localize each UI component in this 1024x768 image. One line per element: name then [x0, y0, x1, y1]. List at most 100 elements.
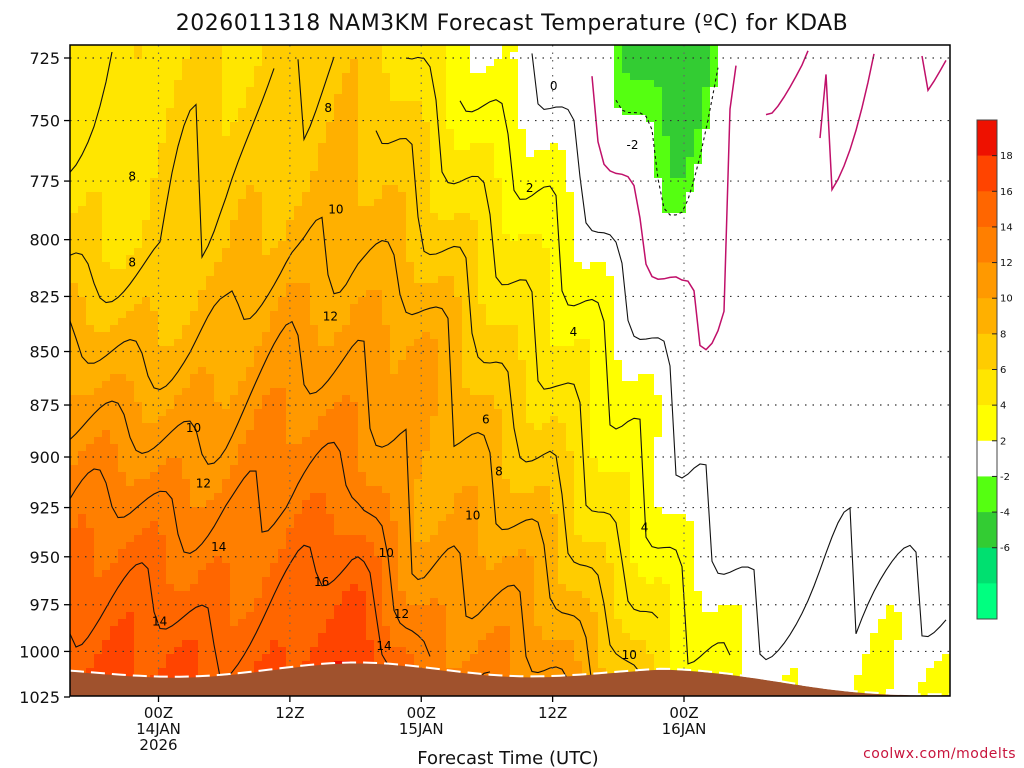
temp-cell [238, 171, 247, 179]
temp-cell [110, 577, 119, 585]
temp-cell [134, 472, 143, 480]
temp-cell [278, 549, 287, 557]
temp-cell [174, 388, 183, 396]
temp-cell [158, 514, 167, 522]
temp-cell [342, 66, 351, 74]
temp-cell [366, 199, 375, 207]
temp-cell [166, 199, 175, 207]
temp-cell [462, 290, 471, 298]
temp-cell [374, 640, 383, 648]
temp-cell [262, 290, 271, 298]
temp-cell [382, 241, 391, 249]
temp-cell [254, 164, 263, 172]
temp-cell [206, 437, 215, 445]
temp-cell [110, 297, 119, 305]
temp-cell [398, 437, 407, 445]
temp-cell [310, 416, 319, 424]
temp-cell [142, 150, 151, 158]
temp-cell [134, 542, 143, 550]
temp-cell [430, 318, 439, 326]
temp-cell [326, 297, 335, 305]
temp-cell [342, 59, 351, 67]
temp-cell [438, 346, 447, 354]
temp-cell [206, 290, 215, 298]
temp-cell [310, 87, 319, 95]
temp-cell [118, 430, 127, 438]
temp-cell [494, 59, 503, 67]
temp-cell [166, 381, 175, 389]
temp-cell [326, 577, 335, 585]
temp-cell [430, 192, 439, 200]
temp-cell [374, 59, 383, 67]
temp-cell [374, 122, 383, 130]
temp-cell [430, 108, 439, 116]
temp-cell [470, 661, 479, 669]
temp-cell [286, 367, 295, 375]
temp-cell [374, 388, 383, 396]
temp-cell [134, 115, 143, 123]
temp-cell [278, 213, 287, 221]
temp-cell [438, 59, 447, 67]
temp-cell [406, 101, 415, 109]
temp-cell [110, 52, 119, 60]
temp-cell [318, 409, 327, 417]
temp-cell [470, 472, 479, 480]
temp-cell [398, 199, 407, 207]
temp-cell [158, 633, 167, 641]
temp-cell [438, 437, 447, 445]
temp-cell [342, 171, 351, 179]
temp-cell [358, 514, 367, 522]
temp-cell [406, 409, 415, 417]
temp-cell [110, 402, 119, 410]
temp-cell [222, 108, 231, 116]
temp-cell [446, 409, 455, 417]
temp-cell [214, 381, 223, 389]
temp-cell [286, 451, 295, 459]
temp-cell [254, 437, 263, 445]
temp-cell [246, 66, 255, 74]
temp-cell [310, 493, 319, 501]
temp-cell [350, 605, 359, 613]
temp-cell [94, 535, 103, 543]
temp-cell [182, 136, 191, 144]
temp-cell [262, 297, 271, 305]
temp-cell [470, 633, 479, 641]
temp-cell [94, 528, 103, 536]
temp-cell [174, 220, 183, 228]
temp-cell [94, 647, 103, 655]
temp-cell [278, 143, 287, 151]
temp-cell [198, 87, 207, 95]
temp-cell [398, 598, 407, 606]
temp-cell [470, 437, 479, 445]
temp-cell [326, 164, 335, 172]
temp-cell [470, 325, 479, 333]
temp-cell [294, 633, 303, 641]
temp-cell [422, 171, 431, 179]
temp-cell [86, 507, 95, 515]
temp-cell [302, 290, 311, 298]
temp-cell [270, 227, 279, 235]
temp-cell [310, 304, 319, 312]
temp-cell [222, 409, 231, 417]
temp-cell [190, 213, 199, 221]
temp-cell [486, 549, 495, 557]
temp-cell [222, 59, 231, 67]
temp-cell [70, 451, 79, 459]
temp-cell [486, 409, 495, 417]
temp-cell [166, 479, 175, 487]
temp-cell [446, 269, 455, 277]
temp-cell [286, 430, 295, 438]
temp-cell [102, 318, 111, 326]
temp-cell [102, 150, 111, 158]
temp-cell [310, 479, 319, 487]
temp-cell [262, 479, 271, 487]
temp-cell [454, 388, 463, 396]
temp-cell [310, 374, 319, 382]
temp-cell [286, 626, 295, 634]
temp-cell [334, 535, 343, 543]
temp-cell [206, 206, 215, 214]
temp-cell [86, 640, 95, 648]
temp-cell [470, 332, 479, 340]
temp-cell [190, 430, 199, 438]
temp-cell [78, 255, 87, 263]
